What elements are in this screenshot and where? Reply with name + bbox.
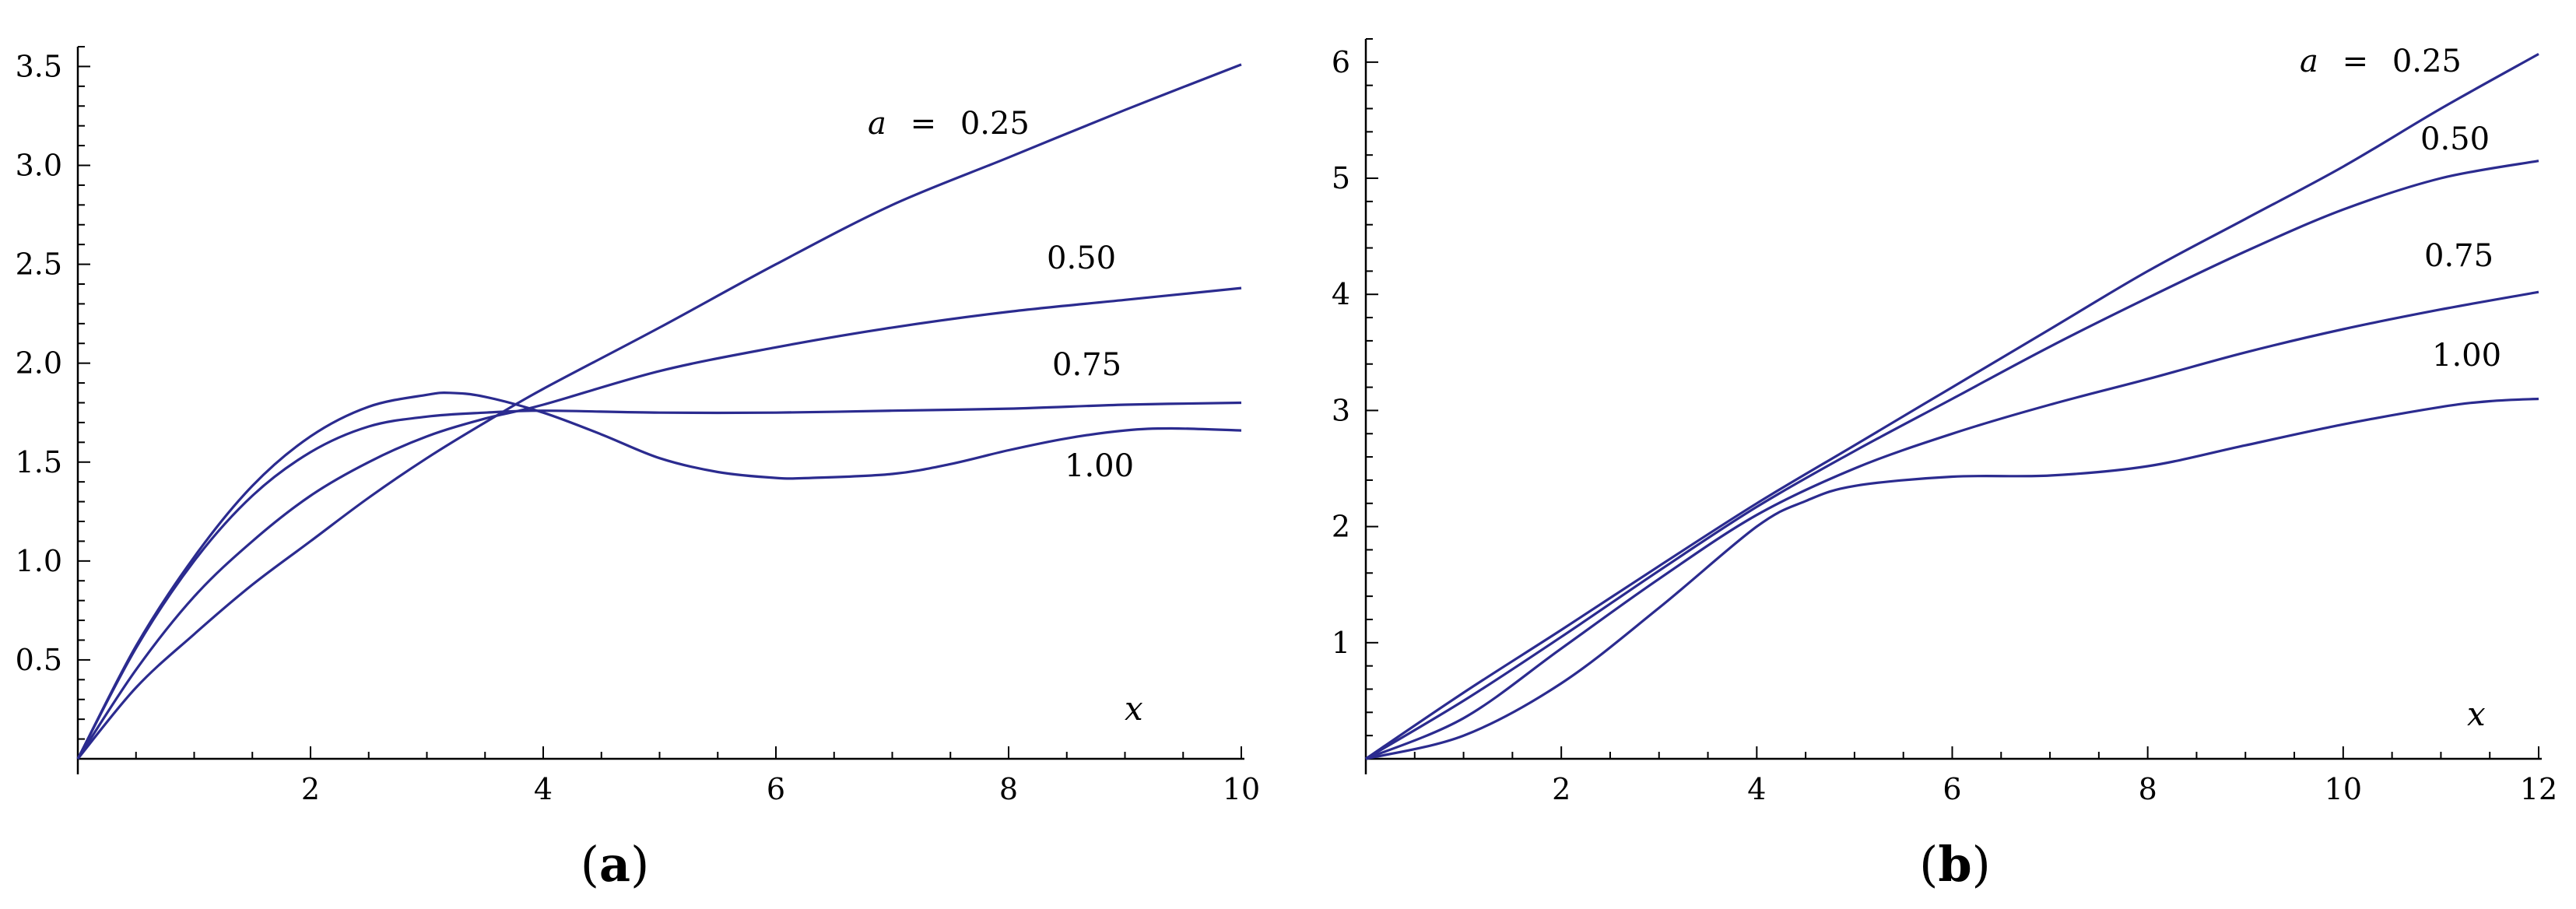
series-labels-b: a = 0.25 0.50 0.75 1.00 x [2300,44,2501,733]
x-tick-label: 2 [1552,772,1571,806]
series-line-0.75 [1365,290,2539,760]
y-tick-label: 2 [1332,510,1350,544]
y-tick-label: 3.0 [16,149,62,183]
y-tick-label: 5 [1332,161,1350,195]
x-tick-label: 4 [534,772,553,806]
series-label-a-eq: = [911,106,937,142]
series-line-0.25 [1365,53,2539,760]
panel-label-b: (b) [1919,836,1991,893]
series-line-0.25 [76,63,1242,760]
chart-panel-a: 2 4 6 8 10 0.5 1.0 1.5 2.0 2.5 3.0 3.5 a = 0.25 0.5… [16,46,1260,893]
x-tick-label: 4 [1747,772,1766,806]
x-tick-label: 2 [301,772,320,806]
panel-label-a: (a) [581,836,650,893]
series-label-b-0.75: 0.75 [2424,238,2494,274]
y-tick-label: 2.0 [16,346,62,381]
series-labels-a: a = 0.25 0.50 0.75 1.00 x [868,106,1143,728]
panel-label-b-close: ) [1972,836,1991,893]
x-tick-label: 8 [2139,772,2157,806]
series-label-a-0.75: 0.75 [1052,347,1121,383]
panel-label-b-open: ( [1919,836,1938,893]
series-line-1.00 [76,391,1242,760]
series-label-b-eq: = [2343,44,2369,79]
x-tick-label: 10 [2325,772,2362,806]
y-tick-label: 6 [1332,45,1350,79]
y-tick-label: 4 [1332,277,1350,311]
x-tick-label: 8 [999,772,1018,806]
series-label-b-val: 0.25 [2392,44,2462,79]
y-tick-label: 2.5 [16,247,62,282]
panel-label-a-letter: a [599,836,630,893]
x-tick-label: 12 [2520,772,2557,806]
x-axis-label-b: x [2467,695,2486,733]
series-label-b-0.25: a = 0.25 [2300,44,2462,79]
series-line-0.50 [1365,160,2539,760]
y-tick-label: 1.0 [16,544,62,578]
panel-label-a-open: ( [581,836,599,893]
y-tick-label: 3.5 [16,49,62,83]
series-label-a-0.25: a = 0.25 [868,106,1030,142]
series-label-a-var: a [868,106,886,142]
y-tick-label: 3 [1332,393,1350,427]
x-axis-label-a: x [1125,690,1143,728]
y-tick-label: 1.5 [16,445,62,479]
x-tick-label: 6 [1943,772,1961,806]
panel-label-b-letter: b [1938,836,1971,893]
series-group-b [1365,53,2539,760]
panel-label-a-close: ) [630,836,649,893]
series-line-0.75 [76,401,1242,760]
series-label-a-1.00: 1.00 [1065,448,1134,484]
y-tick-label: 0.5 [16,643,62,677]
series-label-a-0.50: 0.50 [1047,240,1116,276]
series-label-b-0.50: 0.50 [2420,121,2490,157]
series-label-b-var: a [2300,44,2318,79]
y-tick-label: 1 [1332,626,1350,660]
x-tick-label: 6 [767,772,785,806]
x-tick-label: 10 [1223,772,1260,806]
series-label-b-1.00: 1.00 [2432,338,2501,374]
series-label-a-val: 0.25 [960,106,1030,142]
series-line-1.00 [1365,397,2539,760]
series-group-a [76,63,1242,760]
axes-a: 2 4 6 8 10 0.5 1.0 1.5 2.0 2.5 3.0 3.5 [16,46,1260,806]
